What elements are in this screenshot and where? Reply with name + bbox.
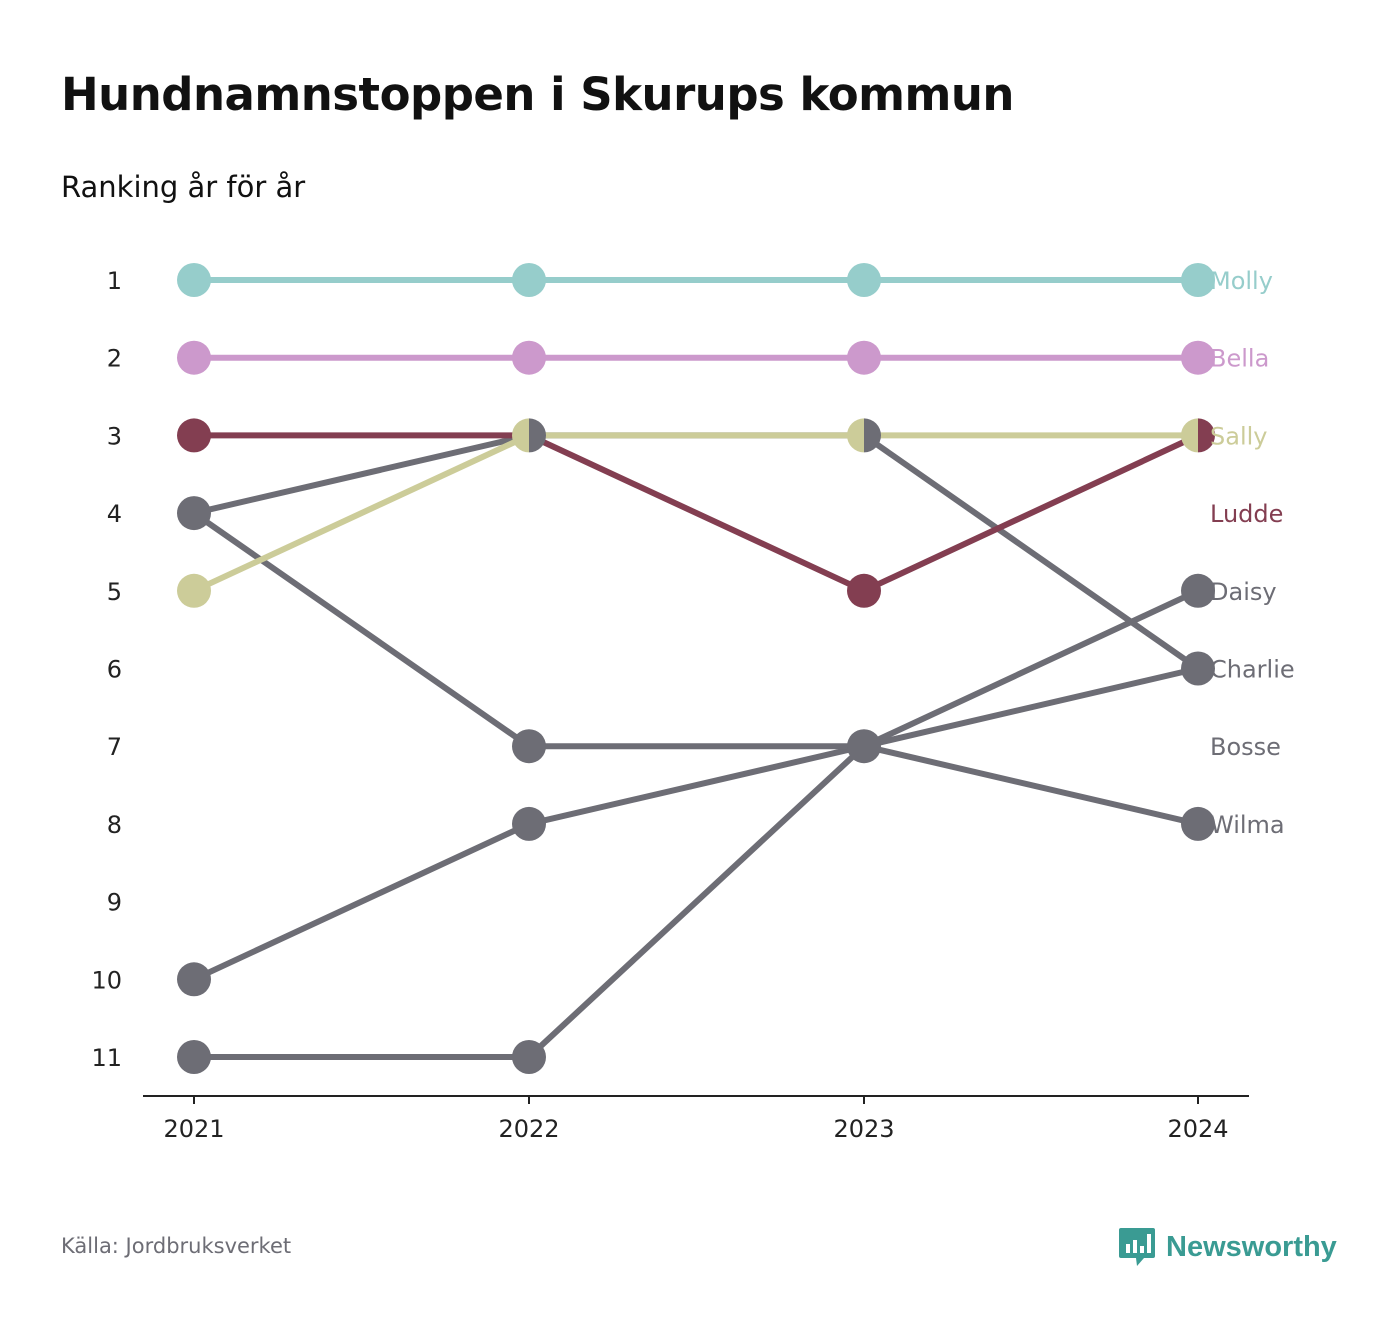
series-line-ludde (194, 432, 1200, 594)
point-ludde-sally-2024-left (1181, 418, 1198, 453)
series-label-sally: Sally (1210, 422, 1267, 450)
point-molly-2023 (847, 263, 881, 297)
point-bosse-2022 (512, 806, 546, 841)
point-charlie-wilma-2021 (177, 496, 211, 531)
point-bella-2024 (1181, 340, 1215, 375)
point-charlie-ludde-sally-2022-left (512, 418, 529, 453)
y-tick-label: 8 (107, 811, 122, 839)
point-sally-2021 (177, 573, 211, 608)
y-tick-label: 1 (107, 267, 122, 295)
series-label-bosse: Bosse (1210, 733, 1281, 761)
series-line-sally (192, 432, 1198, 594)
x-tick-label: 2022 (498, 1115, 559, 1143)
chart-subtitle: Ranking år för år (61, 170, 306, 204)
point-charlie-bosse-2024 (1181, 651, 1215, 686)
y-tick-label: 6 (107, 656, 122, 684)
newsworthy-brand[interactable]: Newsworthy (1118, 1226, 1337, 1268)
series-label-daisy: Daisy (1210, 578, 1277, 606)
point-bella-2023 (847, 340, 881, 375)
series-label-molly: Molly (1210, 267, 1273, 295)
series-line-bosse (192, 665, 1199, 983)
y-tick-label: 2 (107, 345, 122, 373)
y-tick-label: 7 (107, 733, 122, 761)
point-charlie-ludde-sally-2022-right (529, 418, 546, 453)
series-label-charlie: Charlie (1210, 656, 1295, 684)
point-daisy-2021 (177, 1040, 211, 1074)
point-molly-2021 (177, 263, 211, 297)
series-label-bella: Bella (1210, 345, 1269, 373)
point-bosse-2021 (177, 962, 211, 997)
point-charlie-sally-2023-left (847, 418, 864, 453)
point-charlie-sally-2023-right (864, 418, 881, 453)
point-bella-2022 (512, 340, 546, 375)
y-tick-label: 11 (91, 1044, 122, 1072)
bump-chart: 1 2 3 4 5 6 7 8 9 10 11 2021 2022 2023 2024 Molly Bella S… (91, 263, 1295, 1143)
y-tick-label: 4 (107, 500, 122, 528)
point-wilma-2024 (1181, 806, 1215, 841)
point-wilma-2022 (512, 729, 546, 764)
series-label-ludde: Ludde (1210, 500, 1283, 528)
series-line-wilma (192, 510, 1199, 827)
point-daisy-2022 (512, 1040, 546, 1074)
point-ludde-sally-2024-right (1198, 418, 1215, 453)
x-tick-label: 2023 (833, 1115, 894, 1143)
point-daisy-bosse-wilma-2023 (847, 729, 881, 764)
source-note: Källa: Jordbruksverket (61, 1234, 292, 1258)
y-tick-label: 9 (107, 889, 122, 917)
chart-title: Hundnamnstoppen i Skurups kommun (61, 68, 1014, 121)
newsworthy-logo-icon (1119, 1228, 1155, 1266)
point-ludde-2023 (847, 573, 881, 608)
y-tick-label: 10 (91, 966, 122, 994)
series-line-daisy (194, 588, 1200, 1060)
x-tick-label: 2024 (1167, 1115, 1228, 1143)
point-molly-2024 (1181, 263, 1215, 297)
point-molly-2022 (512, 263, 546, 297)
x-tick-label: 2021 (163, 1115, 224, 1143)
y-tick-label: 5 (107, 578, 122, 606)
y-tick-label: 3 (107, 422, 122, 450)
point-daisy-2024 (1181, 573, 1215, 608)
brand-name: Newsworthy (1166, 1230, 1337, 1263)
series-line-charlie (193, 432, 1200, 671)
series-label-wilma: Wilma (1210, 811, 1285, 839)
point-bella-2021 (177, 340, 211, 375)
point-ludde-2021 (177, 418, 211, 453)
